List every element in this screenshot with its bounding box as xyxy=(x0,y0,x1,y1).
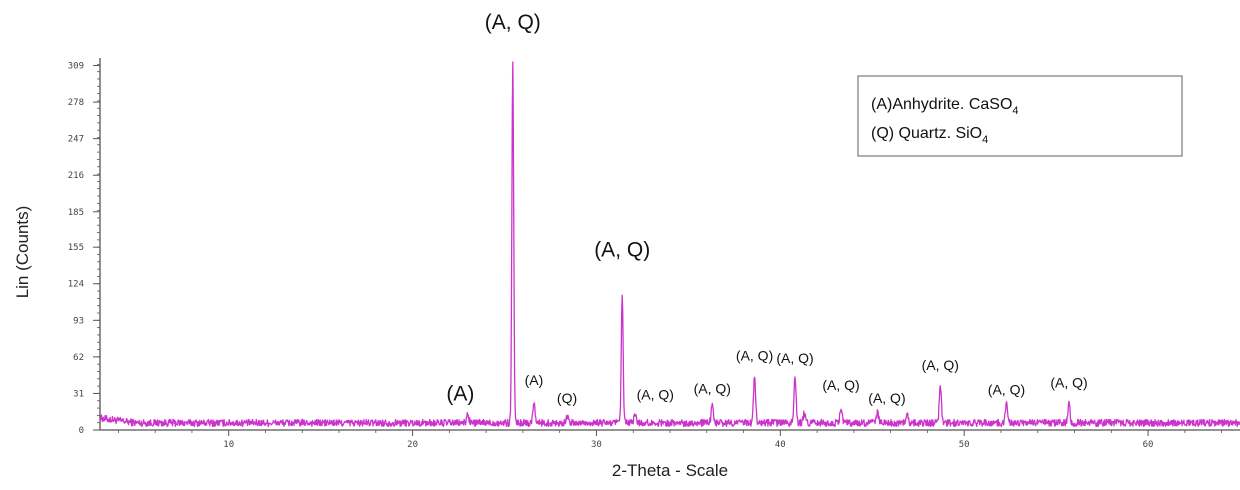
peak-annotation: (A) xyxy=(525,372,544,388)
legend-entry-anhydrite-subscript: 4 xyxy=(1012,105,1018,117)
x-axis-title: 2-Theta - Scale xyxy=(612,461,728,480)
y-tick-label: 31 xyxy=(73,389,84,399)
y-tick-label: 247 xyxy=(68,135,84,145)
y-tick-label: 62 xyxy=(73,353,84,363)
x-tick-label: 30 xyxy=(591,440,602,450)
peak-annotation: (A, Q) xyxy=(736,347,773,363)
peak-annotation: (A, Q) xyxy=(594,239,650,262)
y-tick-label: 0 xyxy=(79,426,84,436)
y-tick-label: 309 xyxy=(68,62,84,72)
x-tick-label: 50 xyxy=(959,440,970,450)
x-tick-label: 40 xyxy=(775,440,786,450)
peak-annotation: (A, Q) xyxy=(485,11,541,34)
peak-annotation: (A, Q) xyxy=(637,386,674,402)
y-tick-label: 155 xyxy=(68,243,84,253)
peak-annotation: (A, Q) xyxy=(1050,375,1087,391)
y-tick-label: 278 xyxy=(68,98,84,108)
y-tick-label: 185 xyxy=(68,208,84,218)
annotation-layer: (A, Q)(A, Q)(A)(A)(Q)(A, Q)(A, Q)(A, Q)(… xyxy=(446,11,1087,406)
y-tick-label: 93 xyxy=(73,316,84,326)
peak-annotation: (A, Q) xyxy=(922,357,959,373)
legend-entry-quartz-subscript: 4 xyxy=(982,134,988,146)
y-axis-title: Lin (Counts) xyxy=(13,206,32,299)
peak-annotation: (A, Q) xyxy=(868,390,905,406)
x-tick-label: 60 xyxy=(1143,440,1154,450)
legend-entry-quartz-label: (Q) Quartz. SiO xyxy=(871,125,982,142)
peak-annotation: (Q) xyxy=(557,390,577,406)
peak-annotation: (A, Q) xyxy=(776,350,813,366)
x-tick-label: 10 xyxy=(223,440,234,450)
y-tick-label: 124 xyxy=(68,280,84,290)
peak-annotation: (A, Q) xyxy=(822,377,859,393)
legend-box xyxy=(858,76,1182,156)
legend: (A)Anhydrite. CaSO4 (Q) Quartz. SiO4 xyxy=(858,76,1182,156)
legend-entry-anhydrite-label: (A)Anhydrite. CaSO xyxy=(871,96,1012,113)
y-tick-label: 216 xyxy=(68,171,84,181)
peak-annotation: (A, Q) xyxy=(988,382,1025,398)
peak-annotation: (A) xyxy=(446,383,474,406)
x-tick-label: 20 xyxy=(407,440,418,450)
peak-annotation: (A, Q) xyxy=(694,380,731,396)
